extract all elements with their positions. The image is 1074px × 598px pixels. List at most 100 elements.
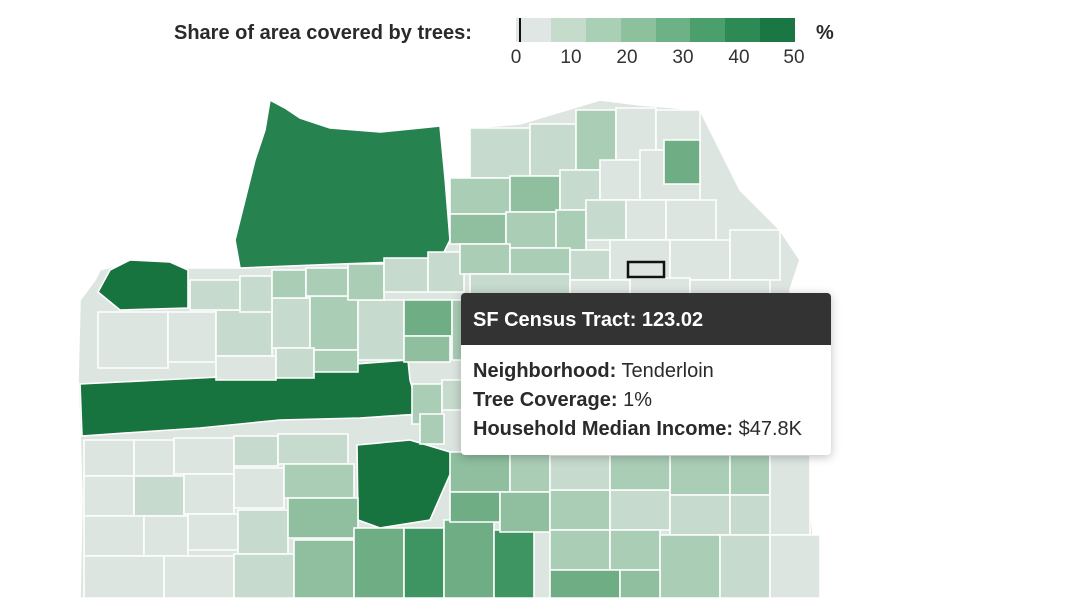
census-tract[interactable]	[143, 515, 189, 557]
legend: Share of area covered by trees: % 0 10 2…	[0, 0, 1074, 80]
census-tract[interactable]	[237, 509, 289, 555]
census-tract[interactable]	[609, 239, 671, 281]
census-tract[interactable]	[549, 489, 611, 531]
census-tract[interactable]	[309, 295, 359, 351]
presidio-park[interactable]	[234, 98, 451, 269]
census-tract[interactable]	[403, 299, 453, 337]
census-tract[interactable]	[403, 527, 445, 598]
census-tract[interactable]	[769, 454, 811, 536]
census-tract[interactable]	[313, 349, 359, 373]
census-tract[interactable]	[189, 279, 241, 311]
legend-color-scale	[516, 18, 795, 42]
census-tract[interactable]	[729, 229, 781, 281]
census-tract[interactable]	[609, 454, 671, 491]
census-tract[interactable]	[665, 199, 717, 241]
census-tract[interactable]	[669, 239, 731, 281]
census-tract[interactable]	[599, 159, 641, 201]
tooltip-income-row: Household Median Income: $47.8K	[461, 415, 831, 444]
legend-title: Share of area covered by trees:	[174, 22, 472, 44]
legend-swatch	[690, 18, 726, 42]
census-tract[interactable]	[133, 439, 175, 477]
census-tract[interactable]	[529, 123, 577, 177]
census-tract[interactable]	[163, 555, 235, 598]
census-tract[interactable]	[509, 175, 561, 213]
census-tract[interactable]	[383, 257, 429, 293]
census-tract[interactable]	[609, 529, 661, 571]
census-tract[interactable]	[549, 569, 621, 598]
census-tract[interactable]	[441, 379, 463, 411]
census-tract[interactable]	[509, 451, 551, 493]
census-tract[interactable]	[83, 515, 145, 557]
census-tract[interactable]	[233, 435, 279, 467]
census-tract[interactable]	[215, 355, 277, 381]
census-tract[interactable]	[729, 454, 771, 496]
census-tract[interactable]	[271, 297, 311, 349]
tooltip-title: SF Census Tract: 123.02	[461, 293, 831, 345]
census-tract[interactable]	[97, 311, 169, 369]
legend-tick: 40	[728, 47, 750, 68]
census-tract[interactable]	[187, 513, 239, 551]
legend-swatch	[585, 18, 621, 42]
census-tract[interactable]	[83, 475, 135, 517]
census-tract[interactable]	[83, 439, 135, 477]
census-tract[interactable]	[275, 347, 315, 379]
census-tract[interactable]	[293, 539, 355, 598]
census-tract[interactable]	[167, 311, 217, 363]
census-tract[interactable]	[659, 534, 721, 598]
census-tract[interactable]	[449, 491, 501, 523]
census-tract[interactable]	[277, 433, 349, 465]
census-tract[interactable]	[239, 275, 273, 313]
census-tract[interactable]	[449, 451, 511, 493]
census-tract[interactable]	[549, 529, 611, 571]
census-tract[interactable]	[499, 491, 551, 533]
census-tract[interactable]	[449, 213, 507, 245]
census-tract[interactable]	[173, 437, 235, 475]
census-tract[interactable]	[619, 569, 661, 598]
census-tract[interactable]	[509, 247, 571, 277]
census-tract[interactable]	[233, 467, 285, 509]
census-tract[interactable]	[215, 309, 273, 357]
census-tract[interactable]	[493, 529, 535, 598]
census-tract[interactable]	[183, 473, 235, 515]
census-tract[interactable]	[549, 454, 611, 491]
census-tract[interactable]	[133, 475, 185, 517]
census-tract[interactable]	[585, 199, 627, 241]
census-tract[interactable]	[403, 335, 451, 363]
census-tract[interactable]	[669, 494, 731, 536]
mt-sutro-park[interactable]	[356, 439, 453, 529]
selected-tract-outline[interactable]	[626, 260, 666, 279]
census-tract[interactable]	[469, 127, 531, 179]
legend-tick: 30	[672, 47, 694, 68]
census-tract[interactable]	[305, 267, 349, 297]
census-tract[interactable]	[271, 269, 307, 299]
lincoln-park[interactable]	[96, 259, 189, 311]
legend-tick: 20	[616, 47, 638, 68]
census-tract[interactable]	[419, 413, 445, 445]
census-tract[interactable]	[569, 249, 611, 281]
census-tract[interactable]	[347, 263, 385, 301]
census-tract[interactable]	[459, 243, 511, 275]
census-tract[interactable]	[233, 553, 295, 598]
census-tract[interactable]	[769, 534, 821, 598]
census-tract[interactable]	[443, 519, 495, 598]
legend-swatch	[620, 18, 656, 42]
census-tract[interactable]	[609, 489, 671, 531]
census-tract[interactable]	[283, 463, 355, 499]
tree-coverage-value: 1%	[623, 389, 652, 411]
census-tract[interactable]	[663, 139, 701, 185]
census-tract[interactable]	[669, 454, 731, 496]
census-tract[interactable]	[427, 251, 465, 293]
census-tract[interactable]	[357, 299, 405, 361]
census-tract[interactable]	[625, 199, 667, 241]
median-income-value: $47.8K	[738, 418, 802, 440]
census-tract[interactable]	[353, 527, 405, 598]
census-tract[interactable]	[449, 177, 511, 215]
legend-value-marker	[519, 18, 521, 42]
census-tract[interactable]	[505, 211, 557, 249]
tree-coverage-label: Tree Coverage:	[473, 389, 618, 411]
census-tract[interactable]	[719, 534, 771, 598]
census-tract[interactable]	[83, 555, 165, 598]
legend-swatch	[516, 18, 551, 42]
census-tract[interactable]	[287, 497, 359, 539]
census-tract[interactable]	[555, 209, 587, 251]
